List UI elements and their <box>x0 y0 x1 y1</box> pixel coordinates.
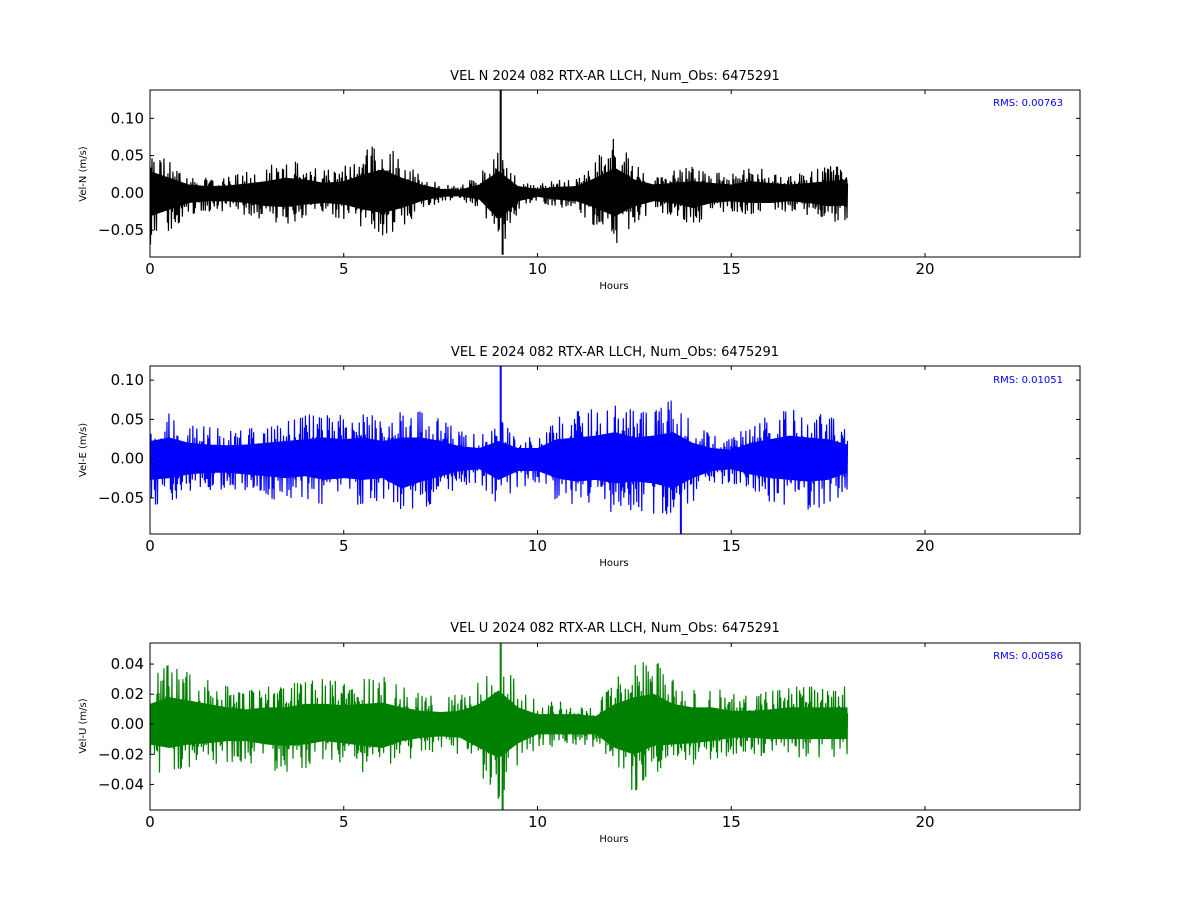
panel-vel-n: VEL N 2024 082 RTX-AR LLCH, Num_Obs: 647… <box>78 69 1081 292</box>
y-tick-label: −0.04 <box>98 775 144 793</box>
panel-title: VEL U 2024 082 RTX-AR LLCH, Num_Obs: 647… <box>450 621 779 636</box>
rms-annotation: RMS: 0.00763 <box>993 98 1063 109</box>
series-core-band <box>150 690 848 759</box>
series-group <box>150 643 849 810</box>
x-tick-label: 5 <box>339 260 349 278</box>
x-tick-label: 0 <box>145 813 155 831</box>
y-tick-label: 0.00 <box>111 715 144 733</box>
x-tick-label: 0 <box>145 537 155 555</box>
x-tick-label: 5 <box>339 537 349 555</box>
y-tick-label: 0.00 <box>111 184 144 202</box>
series-core-band <box>150 432 848 489</box>
rms-annotation: RMS: 0.01051 <box>993 375 1063 386</box>
y-tick-label: −0.05 <box>98 489 144 507</box>
plot-area: 0 5 10 15 20 −0.04 −0.02 0.00 0.02 0.04 <box>98 642 1081 831</box>
x-tick-label: 5 <box>339 813 349 831</box>
panel-title: VEL E 2024 082 RTX-AR LLCH, Num_Obs: 647… <box>451 345 779 360</box>
panel-vel-u: VEL U 2024 082 RTX-AR LLCH, Num_Obs: 647… <box>78 621 1081 845</box>
y-tick-label: 0.05 <box>111 147 144 165</box>
x-axis-label: Hours <box>599 834 628 845</box>
panel-title: VEL N 2024 082 RTX-AR LLCH, Num_Obs: 647… <box>450 69 780 84</box>
y-tick-label: 0.04 <box>111 655 144 673</box>
panel-vel-e: VEL E 2024 082 RTX-AR LLCH, Num_Obs: 647… <box>78 345 1081 569</box>
x-tick-label: 20 <box>915 537 934 555</box>
x-tick-label: 10 <box>528 260 547 278</box>
y-tick-label: 0.10 <box>111 109 144 127</box>
x-tick-label: 10 <box>528 537 547 555</box>
y-tick-label: 0.10 <box>111 371 144 389</box>
plot-area: 0 5 10 15 20 −0.05 0.00 0.05 0.10 <box>98 365 1081 555</box>
x-axis-label: Hours <box>599 281 628 292</box>
rms-annotation: RMS: 0.00586 <box>993 651 1063 662</box>
axes-frame <box>149 89 1081 258</box>
plot-area: 0 5 10 15 20 −0.05 0.00 0.05 0.10 <box>98 89 1081 278</box>
x-tick-label: 20 <box>915 260 934 278</box>
series-group <box>150 90 849 255</box>
series-core-band <box>150 167 848 220</box>
axes-frame <box>149 365 1081 535</box>
y-tick-label: 0.00 <box>111 450 144 468</box>
x-axis-label: Hours <box>599 558 628 569</box>
y-axis-label: Vel-E (m/s) <box>78 423 89 477</box>
x-tick-label: 15 <box>722 813 741 831</box>
x-tick-label: 15 <box>722 537 741 555</box>
x-tick-label: 15 <box>722 260 741 278</box>
y-tick-label: 0.05 <box>111 410 144 428</box>
series-group <box>150 366 849 534</box>
y-axis-label: Vel-U (m/s) <box>78 698 89 753</box>
y-tick-label: −0.05 <box>98 221 144 239</box>
y-tick-label: −0.02 <box>98 745 144 763</box>
x-tick-label: 20 <box>915 813 934 831</box>
x-tick-label: 10 <box>528 813 547 831</box>
y-axis-label: Vel-N (m/s) <box>78 146 89 201</box>
axes-frame <box>149 642 1081 811</box>
y-tick-label: 0.02 <box>111 685 144 703</box>
x-tick-label: 0 <box>145 260 155 278</box>
